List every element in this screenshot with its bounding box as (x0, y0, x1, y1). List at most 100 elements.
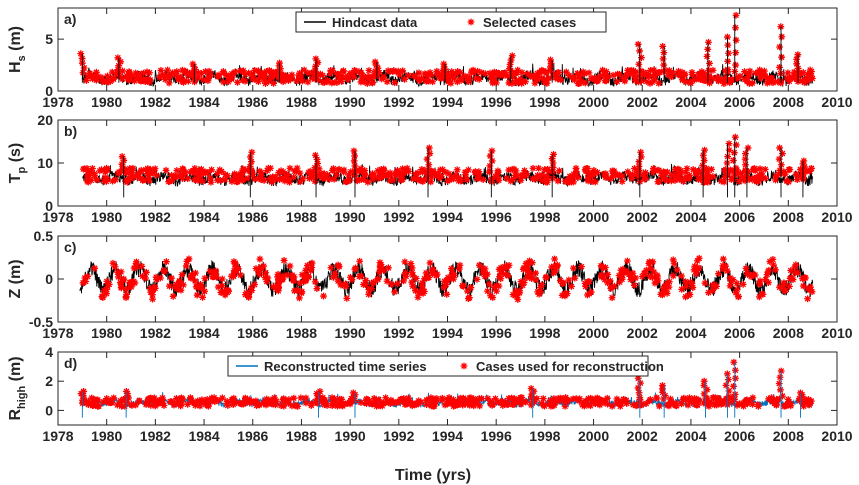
data-point (737, 400, 745, 408)
data-point (631, 73, 639, 81)
x-tick-label: 1994 (432, 94, 463, 110)
data-point (149, 169, 157, 176)
data-point (274, 270, 282, 278)
data-point (364, 178, 372, 186)
data-point (631, 77, 639, 84)
peak-point (527, 385, 535, 392)
x-tick-label: 1980 (91, 428, 122, 444)
x-tick-label: 1984 (188, 325, 219, 341)
data-point (678, 68, 686, 76)
data-point (650, 72, 658, 80)
data-point (343, 178, 351, 186)
data-point (670, 260, 678, 268)
data-point (568, 178, 576, 186)
data-point (271, 394, 278, 402)
data-point (729, 276, 737, 284)
data-point (615, 272, 623, 279)
data-point (694, 74, 701, 82)
data-point (230, 258, 238, 266)
data-point (447, 72, 455, 80)
data-point (457, 75, 465, 83)
data-point (735, 292, 742, 300)
data-point (539, 395, 547, 402)
data-point (400, 395, 408, 402)
data-point (808, 288, 816, 296)
data-point (208, 397, 216, 405)
data-point (269, 399, 276, 406)
data-point (267, 396, 275, 404)
data-point (206, 174, 214, 182)
data-point (749, 400, 756, 408)
peak-point (549, 159, 557, 167)
data-point (418, 279, 426, 287)
data-point (337, 281, 345, 289)
data-point (719, 262, 727, 270)
data-point (521, 167, 528, 175)
data-point (465, 397, 473, 405)
data-point (124, 176, 132, 184)
data-point (635, 78, 642, 86)
peak-point (778, 33, 786, 41)
data-point (173, 395, 180, 402)
data-point (216, 166, 224, 174)
data-point (375, 174, 383, 182)
data-point (689, 166, 697, 173)
data-point (357, 78, 365, 86)
peak-point (486, 167, 494, 175)
data-point (455, 174, 463, 182)
data-point (727, 176, 735, 183)
data-point (646, 273, 654, 280)
data-point (119, 75, 126, 83)
data-point (564, 396, 572, 404)
data-point (686, 171, 693, 179)
data-point (391, 288, 398, 296)
data-point (150, 394, 158, 402)
data-point (617, 400, 625, 408)
data-point (295, 71, 303, 79)
peak-point (121, 168, 129, 176)
y-axis-label: Hs (m) (7, 26, 28, 73)
data-point (517, 176, 525, 184)
data-point (356, 257, 364, 265)
data-point (296, 169, 304, 177)
data-point (743, 269, 751, 277)
data-point (100, 287, 108, 294)
data-point (153, 171, 160, 179)
data-point (369, 175, 377, 183)
x-tick-label: 1986 (237, 94, 268, 110)
data-point (380, 267, 388, 274)
x-tick-label: 2000 (578, 209, 609, 225)
data-point (692, 395, 700, 403)
data-point (83, 177, 91, 185)
data-point (131, 77, 138, 85)
data-point (305, 174, 313, 182)
data-point (409, 271, 417, 279)
peak-point (372, 61, 380, 69)
data-point (668, 73, 675, 81)
data-point (249, 170, 257, 178)
data-point (286, 178, 293, 186)
peak-point (423, 155, 431, 163)
data-point (365, 67, 373, 74)
data-point (627, 171, 634, 179)
data-point (741, 177, 749, 185)
data-point (693, 257, 701, 265)
data-point (273, 285, 281, 293)
peak-point (725, 146, 733, 154)
data-point (787, 74, 795, 82)
data-point (794, 269, 801, 276)
data-point (440, 284, 448, 292)
peak-point (528, 393, 535, 401)
peak-point (741, 166, 749, 174)
data-point (739, 281, 747, 288)
data-point (508, 166, 516, 173)
data-point (744, 73, 752, 81)
data-point (587, 74, 595, 82)
data-point (672, 399, 680, 407)
data-point (84, 273, 92, 280)
data-point (361, 170, 368, 178)
peak-point (77, 50, 85, 58)
data-point (504, 401, 512, 409)
data-point (555, 397, 563, 405)
data-point (136, 168, 144, 176)
